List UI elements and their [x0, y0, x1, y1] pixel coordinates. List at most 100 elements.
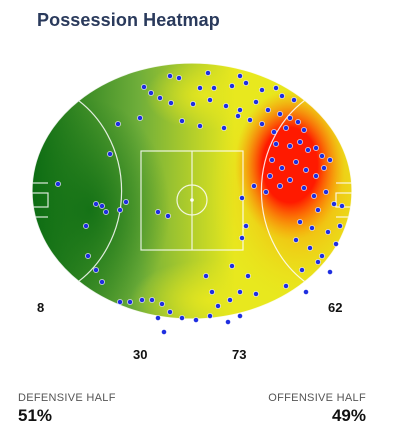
possession-point — [168, 100, 174, 106]
possession-point — [333, 241, 339, 247]
possession-point — [179, 315, 185, 321]
possession-point — [165, 213, 171, 219]
possession-point — [227, 297, 233, 303]
possession-point — [327, 157, 333, 163]
possession-point — [176, 75, 182, 81]
possession-point — [207, 313, 213, 319]
possession-point — [303, 167, 309, 173]
possession-point — [221, 125, 227, 131]
defensive-half-label: DEFENSIVE HALF — [18, 392, 116, 404]
possession-point — [55, 181, 61, 187]
possession-point — [159, 301, 165, 307]
possession-point — [83, 223, 89, 229]
possession-point — [273, 85, 279, 91]
offensive-half-label: OFFENSIVE HALF — [268, 392, 366, 404]
possession-point — [277, 111, 283, 117]
possession-point — [157, 95, 163, 101]
possession-point — [277, 183, 283, 189]
possession-point — [127, 299, 133, 305]
possession-point — [297, 219, 303, 225]
possession-point — [319, 153, 325, 159]
centre-spot — [190, 198, 194, 202]
possession-point — [243, 223, 249, 229]
possession-point — [295, 119, 301, 125]
possession-point — [99, 279, 105, 285]
offensive-half-value: 49% — [331, 406, 366, 425]
possession-point — [123, 199, 129, 205]
possession-point — [197, 123, 203, 129]
possession-point — [237, 107, 243, 113]
possession-point — [259, 121, 265, 127]
zone-label-left-wing: 8 — [37, 300, 45, 315]
possession-point — [203, 273, 209, 279]
possession-point — [327, 269, 333, 275]
possession-point — [205, 70, 211, 76]
possession-point — [197, 85, 203, 91]
possession-point — [271, 129, 277, 135]
possession-point — [93, 267, 99, 273]
possession-point — [137, 115, 143, 121]
possession-point — [337, 223, 343, 229]
possession-point — [339, 203, 345, 209]
possession-point — [117, 299, 123, 305]
possession-point — [103, 209, 109, 215]
possession-point — [107, 151, 113, 157]
possession-point — [265, 107, 271, 113]
possession-point — [279, 93, 285, 99]
possession-point — [229, 83, 235, 89]
possession-point — [313, 173, 319, 179]
possession-point — [307, 245, 313, 251]
possession-point — [303, 289, 309, 295]
possession-point — [273, 141, 279, 147]
possession-point — [139, 297, 145, 303]
possession-point — [251, 183, 257, 189]
possession-point — [297, 139, 303, 145]
possession-point — [253, 291, 259, 297]
possession-point — [259, 87, 265, 93]
possession-point — [207, 97, 213, 103]
possession-point — [239, 195, 245, 201]
possession-point — [269, 157, 275, 163]
zone-label-right-wing: 62 — [328, 300, 343, 315]
possession-point — [179, 118, 185, 124]
possession-point — [263, 189, 269, 195]
possession-point — [293, 159, 299, 165]
possession-point — [115, 121, 121, 127]
possession-point — [315, 259, 321, 265]
possession-point — [287, 177, 293, 183]
possession-point — [253, 99, 259, 105]
possession-point — [167, 73, 173, 79]
possession-point — [235, 113, 241, 119]
possession-point — [209, 289, 215, 295]
possession-point — [85, 253, 91, 259]
zone-label-right-centre: 73 — [232, 347, 247, 362]
possession-point — [167, 309, 173, 315]
possession-point — [305, 147, 311, 153]
possession-point — [99, 203, 105, 209]
possession-point — [237, 289, 243, 295]
possession-point — [193, 317, 199, 323]
possession-point — [155, 209, 161, 215]
possession-point — [149, 297, 155, 303]
possession-point — [141, 84, 147, 90]
possession-point — [93, 201, 99, 207]
possession-point — [223, 103, 229, 109]
possession-point — [211, 85, 217, 91]
possession-point — [287, 143, 293, 149]
possession-point — [315, 207, 321, 213]
possession-point — [331, 201, 337, 207]
possession-point — [117, 207, 123, 213]
possession-point — [279, 165, 285, 171]
possession-points — [55, 70, 345, 335]
possession-point — [309, 225, 315, 231]
possession-point — [267, 173, 273, 179]
possession-point — [283, 125, 289, 131]
possession-point — [237, 313, 243, 319]
possession-point — [245, 273, 251, 279]
possession-point — [291, 97, 297, 103]
possession-point — [239, 235, 245, 241]
possession-point — [237, 73, 243, 79]
possession-point — [321, 165, 327, 171]
possession-point — [293, 237, 299, 243]
